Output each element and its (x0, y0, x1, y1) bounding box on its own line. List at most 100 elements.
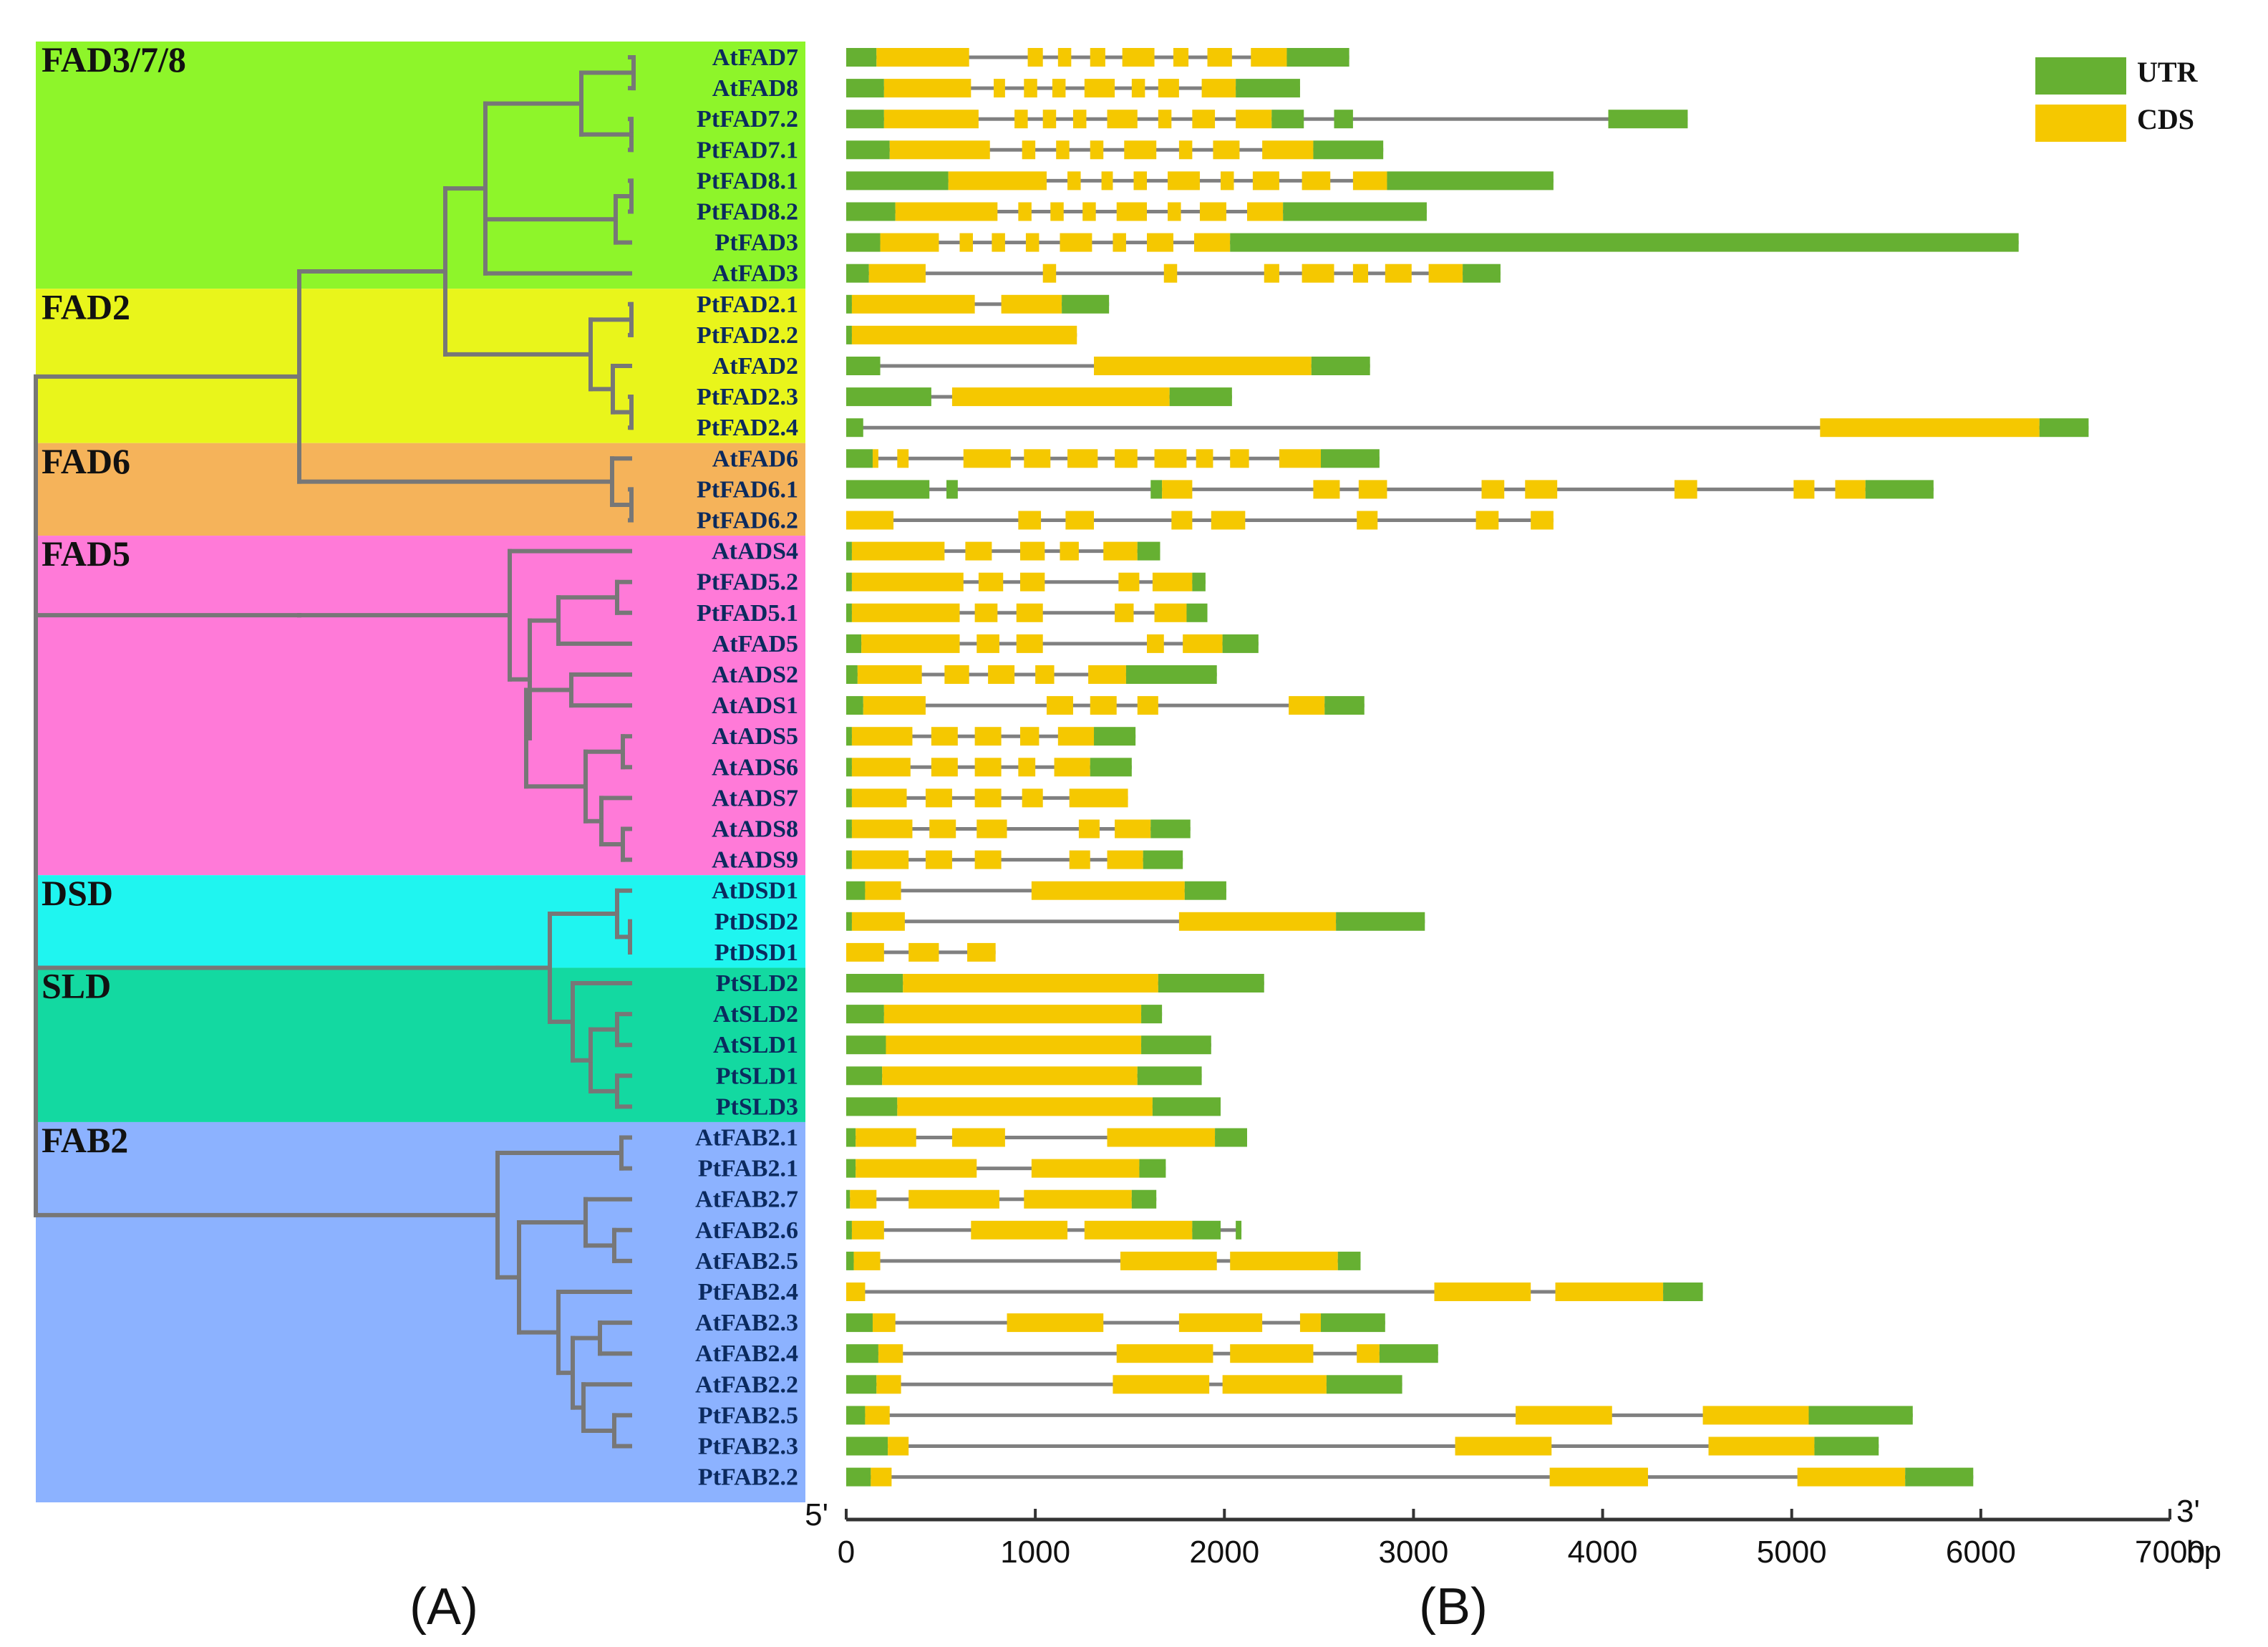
panel-label-b: (B) (1419, 1578, 1488, 1636)
gene-structure-ptfab2-3 (846, 1436, 1879, 1456)
utr-segment (1152, 1097, 1221, 1116)
cds-segment (1158, 110, 1172, 129)
cds-segment (908, 1189, 999, 1209)
gene-structure-ptfad7-2 (846, 110, 1688, 129)
cds-segment (974, 727, 1002, 746)
cds-segment (1022, 140, 1036, 160)
utr-segment (1236, 1220, 1242, 1240)
gene-label-atfab2-7: AtFAB2.7 (695, 1187, 798, 1213)
gene-structure-ptfab2-4 (846, 1283, 1703, 1301)
cds-segment (1116, 202, 1147, 221)
cds-segment (889, 140, 990, 160)
gene-structure-ptfad2-1 (846, 294, 1110, 314)
cds-segment (876, 48, 969, 67)
utr-segment (846, 634, 862, 653)
cds-segment (974, 788, 1002, 808)
cds-segment (1302, 264, 1334, 283)
gene-structure-atads8 (846, 819, 1191, 839)
cds-segment (1042, 264, 1057, 283)
cds-segment (1018, 511, 1042, 530)
utr-segment (846, 294, 852, 314)
cds-segment (851, 325, 1077, 344)
cds-segment (1146, 634, 1164, 653)
gene-label-atads8: AtADS8 (712, 816, 798, 843)
gene-label-ptfad7-2: PtFAD7.2 (697, 106, 798, 132)
cds-segment (908, 942, 939, 962)
cds-segment (1475, 511, 1499, 530)
cds-segment (1168, 202, 1181, 221)
utr-segment (1131, 1189, 1157, 1209)
utr-segment (1608, 110, 1688, 129)
utr-segment (1222, 634, 1259, 653)
cds-segment (1020, 572, 1045, 591)
utr-segment (1271, 110, 1304, 129)
cds-segment (1131, 79, 1145, 98)
cds-segment (1031, 1159, 1140, 1178)
cds-segment (1531, 511, 1554, 530)
utr-segment (1320, 1313, 1385, 1333)
gene-structure-ptsld2 (846, 974, 1264, 992)
cds-segment (976, 634, 999, 653)
cds-segment (1313, 480, 1340, 499)
cds-segment (861, 634, 960, 653)
gene-structure-ptfad7-1 (846, 140, 1384, 160)
cds-segment (1060, 541, 1079, 561)
cds-segment (851, 758, 911, 777)
cds-segment (1702, 1406, 1809, 1425)
gene-structure-atads2 (846, 665, 1217, 684)
gene-structure-atfad6 (846, 449, 1380, 468)
cds-segment (1196, 449, 1213, 468)
utr-segment (846, 1344, 878, 1363)
gene-label-ptfad2-4: PtFAD2.4 (697, 415, 798, 441)
cds-segment (1183, 634, 1223, 653)
gene-structure-atfab2-1 (846, 1128, 1247, 1147)
cds-segment (865, 881, 901, 900)
cds-segment (883, 1005, 1142, 1024)
cds-segment (1434, 1283, 1531, 1301)
cds-segment (1154, 603, 1187, 622)
gene-structure-atfad8 (846, 79, 1300, 98)
cds-segment (851, 294, 975, 314)
gene-label-ptsld2: PtSLD2 (716, 970, 798, 997)
gene-structure-atdsd1 (846, 881, 1226, 900)
gene-label-ptfab2-2: PtFAB2.2 (698, 1464, 798, 1491)
cds-segment (856, 1128, 916, 1147)
gene-label-ptfad7-1: PtFAD7.1 (697, 137, 798, 163)
cds-segment (1018, 202, 1032, 221)
cds-segment (1007, 1313, 1104, 1333)
gene-label-atfab2-5: AtFAB2.5 (695, 1248, 798, 1275)
gene-structure-ptfad2-4 (846, 418, 2089, 438)
utr-segment (846, 1066, 883, 1086)
cds-segment (1001, 294, 1062, 314)
cds-segment (992, 233, 1005, 252)
utr-segment (1143, 850, 1183, 869)
cds-segment (1708, 1436, 1815, 1456)
cds-segment (1133, 171, 1147, 190)
cds-segment (1054, 758, 1090, 777)
cds-segment (883, 110, 979, 129)
cds-segment (1357, 1344, 1380, 1363)
utr-segment (1313, 140, 1384, 160)
cds-segment (846, 942, 884, 962)
cds-segment (1352, 171, 1387, 190)
cds-segment (1279, 449, 1321, 468)
gene-label-atsld2: AtSLD2 (713, 1001, 798, 1028)
utr-segment (846, 1467, 871, 1487)
cds-segment (1057, 48, 1072, 67)
cds-segment (1158, 79, 1179, 98)
cds-segment (897, 449, 909, 468)
gene-structure-atads9 (846, 850, 1183, 869)
cds-segment (895, 202, 998, 221)
cds-segment (865, 1406, 890, 1425)
gene-structure-ptfad6-1 (846, 480, 1934, 499)
utr-segment (1090, 758, 1132, 777)
utr-segment (846, 881, 866, 900)
cds-segment (1455, 1436, 1552, 1456)
utr-segment (1336, 912, 1425, 931)
group-band-sld (36, 967, 805, 1122)
utr-segment (1192, 1220, 1221, 1240)
cds-segment (1797, 1467, 1906, 1487)
cds-segment (1090, 696, 1117, 715)
axis-tick-label: 3000 (1378, 1535, 1448, 1570)
phylogenetic-tree (34, 55, 636, 1449)
